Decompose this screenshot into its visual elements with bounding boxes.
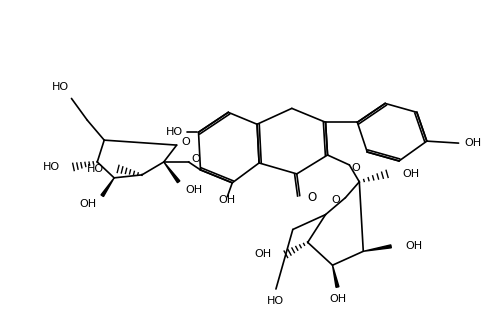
- Text: OH: OH: [185, 185, 203, 195]
- Text: HO: HO: [267, 296, 285, 306]
- Text: O: O: [351, 163, 360, 173]
- Text: HO: HO: [166, 127, 182, 137]
- Polygon shape: [101, 178, 114, 197]
- Text: HO: HO: [52, 82, 70, 92]
- Polygon shape: [164, 162, 180, 183]
- Text: OH: OH: [79, 199, 96, 209]
- Text: OH: OH: [255, 249, 272, 259]
- Text: OH: OH: [402, 169, 419, 179]
- Text: OH: OH: [465, 138, 482, 148]
- Text: OH: OH: [405, 241, 422, 251]
- Text: O: O: [182, 137, 190, 147]
- Text: O: O: [192, 154, 200, 164]
- Polygon shape: [333, 265, 339, 287]
- Text: O: O: [308, 191, 317, 204]
- Text: HO: HO: [43, 162, 60, 172]
- Text: HO: HO: [87, 164, 104, 174]
- Polygon shape: [363, 245, 392, 251]
- Text: O: O: [332, 195, 340, 205]
- Text: OH: OH: [219, 195, 236, 205]
- Text: OH: OH: [329, 294, 346, 304]
